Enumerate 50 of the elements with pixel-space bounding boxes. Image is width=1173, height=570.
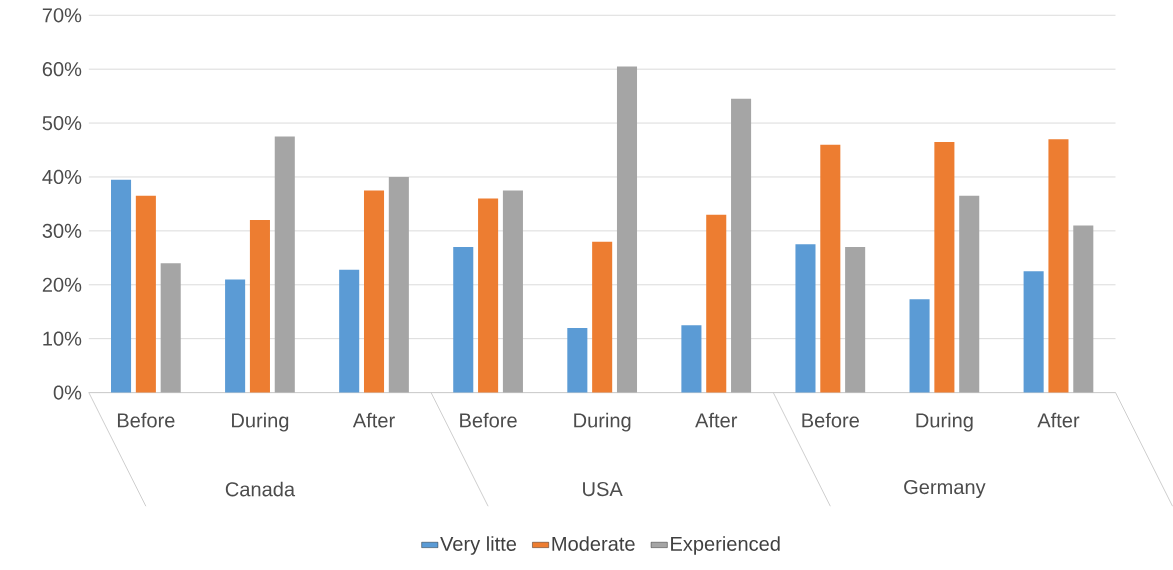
y-tick-label: 10% — [43, 331, 82, 346]
bar — [111, 179, 132, 393]
bar — [453, 246, 474, 393]
bar — [934, 141, 955, 393]
bar — [1073, 225, 1094, 393]
bar — [339, 269, 360, 393]
x-tick-label: During — [916, 412, 973, 432]
bar — [274, 136, 295, 393]
y-tick-label: 20% — [42, 277, 82, 292]
bar — [1048, 139, 1069, 393]
bar — [706, 214, 727, 393]
y-tick-label: 40% — [42, 169, 82, 184]
bar — [592, 241, 613, 393]
bar — [795, 244, 816, 393]
legend-label: Moderate — [552, 536, 635, 551]
x-tick-label: After — [695, 412, 738, 428]
bar — [845, 246, 866, 393]
bar — [135, 195, 156, 393]
x-tick-label: Before — [802, 412, 859, 428]
text: USA — [583, 481, 623, 497]
y-tick-label: 0% — [53, 385, 82, 400]
bar — [731, 98, 752, 393]
legend-label: Experienced — [671, 536, 780, 555]
bar — [160, 263, 181, 393]
bar — [502, 190, 523, 393]
y-tick-label: 70% — [42, 8, 82, 23]
x-tick-label: Before — [460, 412, 517, 428]
x-tick-label: During — [232, 412, 289, 432]
y-tick-label: 50% — [42, 115, 82, 131]
bar — [249, 219, 270, 393]
x-tick-label: After — [1037, 412, 1080, 428]
bar — [909, 299, 930, 393]
bar — [478, 198, 499, 393]
bar — [681, 325, 702, 393]
y-tick-label: 30% — [42, 223, 82, 238]
bar — [820, 144, 841, 393]
bar — [388, 176, 409, 393]
text: Canada — [225, 481, 296, 497]
bar — [959, 195, 980, 393]
x-tick-label: Before — [117, 412, 175, 428]
bar — [363, 190, 385, 393]
bar — [1023, 271, 1044, 393]
y-tick-label: 60% — [42, 61, 82, 77]
bar — [225, 279, 246, 393]
x-tick-label: After — [352, 412, 395, 428]
x-tick-label: During — [574, 412, 631, 432]
legend-label: Very litte — [440, 536, 517, 555]
bar — [616, 66, 638, 393]
text: Germany — [904, 479, 986, 499]
bar — [567, 327, 588, 393]
